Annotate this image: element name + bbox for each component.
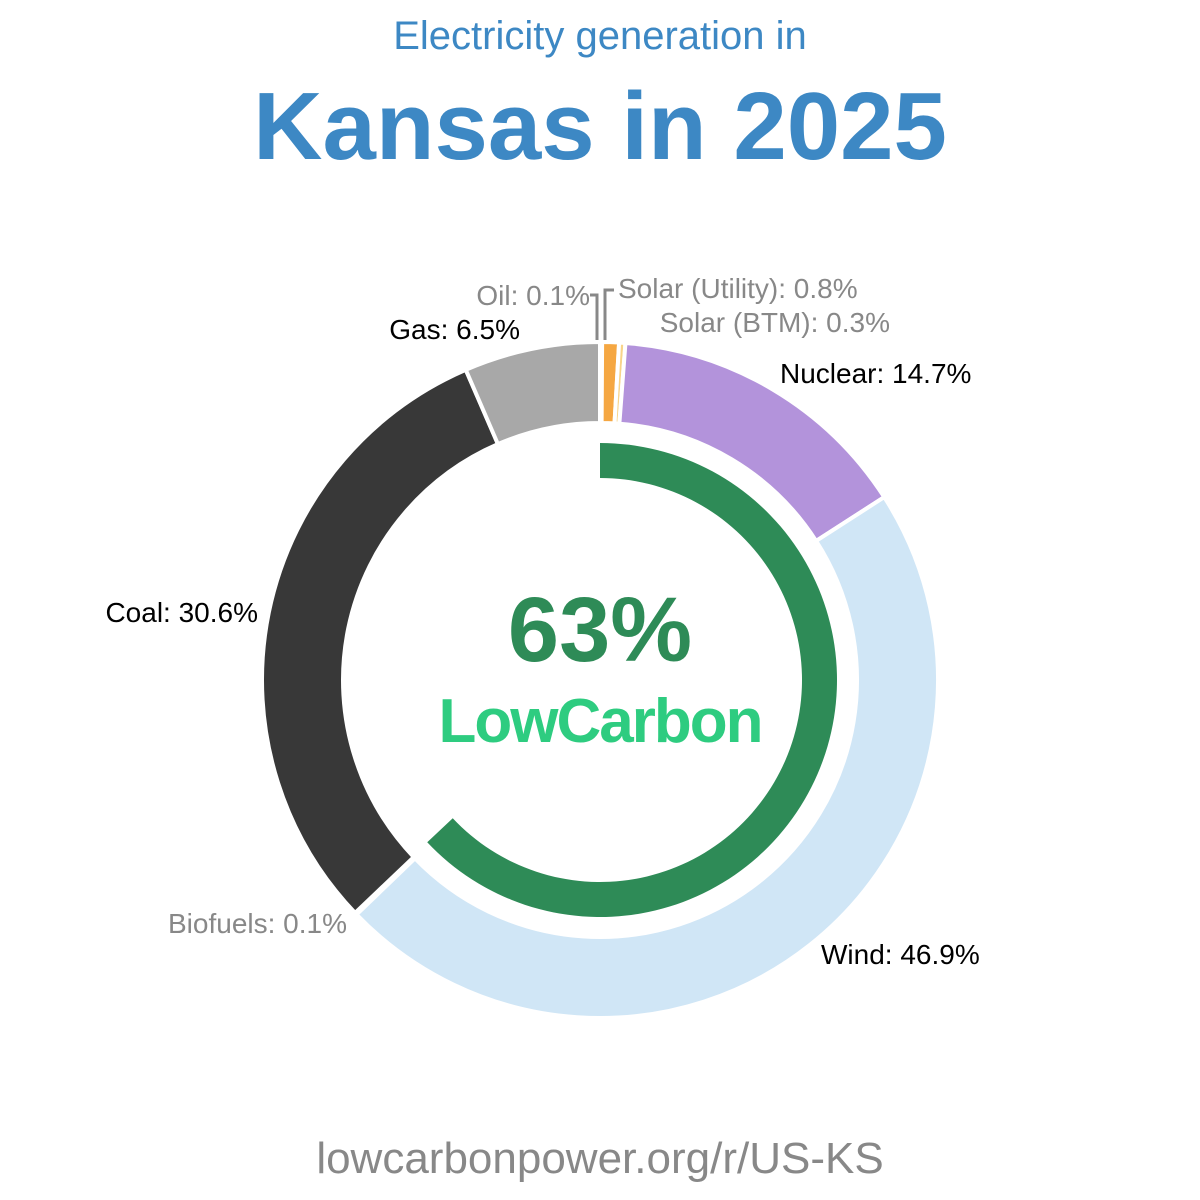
label-gas: Gas: 6.5%	[389, 314, 520, 345]
label-solar-btm: Solar (BTM): 0.3%	[660, 307, 890, 338]
low-carbon-percent: 63%	[507, 579, 693, 681]
label-wind: Wind: 46.9%	[821, 939, 980, 970]
lowcarbon-logo-text: LowCarbon	[438, 687, 764, 756]
outer-ring	[260, 339, 940, 1020]
chart-subtitle: Electricity generation in	[393, 14, 807, 58]
label-coal: Coal: 30.6%	[105, 597, 258, 628]
slice-wind	[353, 494, 940, 1020]
source-url: lowcarbonpower.org/r/US-KS	[316, 1134, 884, 1183]
label-biofuels: Biofuels: 0.1%	[168, 908, 347, 939]
label-solar-utility: Solar (Utility): 0.8%	[618, 273, 858, 304]
label-nuclear: Nuclear: 14.7%	[780, 358, 971, 389]
label-oil: Oil: 0.1%	[476, 280, 590, 311]
chart-title: Kansas in 2025	[253, 73, 947, 180]
slice-gas	[463, 339, 602, 447]
low-carbon-arc	[427, 443, 838, 917]
slice-coal	[260, 367, 501, 916]
oil-leader-line	[590, 293, 599, 340]
solar-leader-line	[603, 288, 614, 340]
